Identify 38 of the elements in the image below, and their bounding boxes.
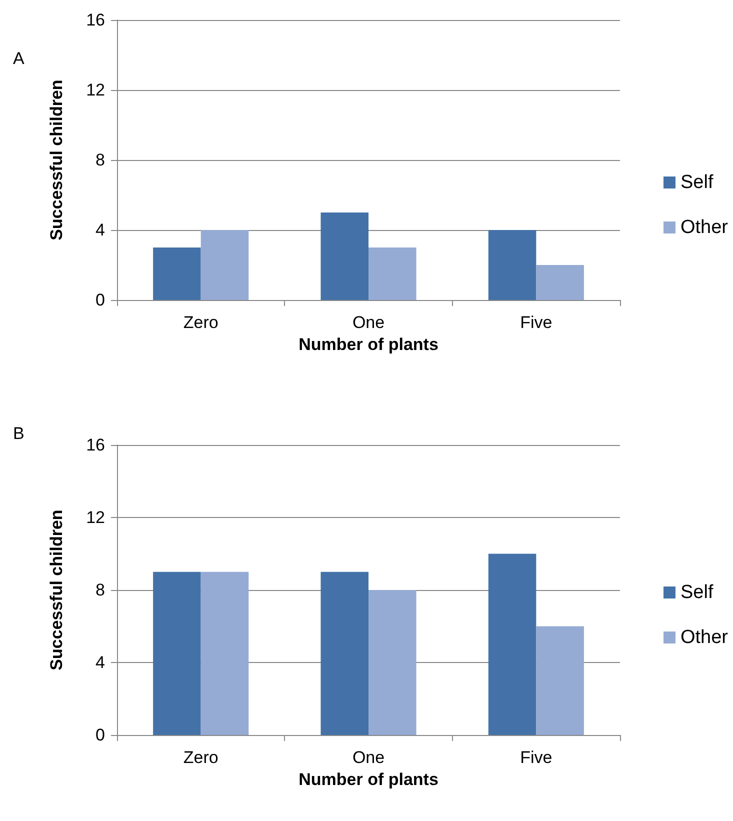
bar	[153, 572, 201, 735]
y-axis-title: Successful children	[47, 80, 66, 240]
bar	[200, 230, 249, 300]
y-tick-label: 4	[96, 220, 105, 240]
legend-label: Other	[680, 217, 729, 238]
bar	[320, 212, 368, 300]
y-tick-label: 0	[96, 726, 105, 744]
bar	[368, 590, 416, 735]
y-tick-label: 0	[96, 290, 105, 310]
y-tick-label: 16	[86, 436, 105, 454]
chart-title: B	[13, 424, 24, 443]
text: A	[13, 49, 25, 68]
legend-label: Self	[680, 172, 714, 193]
y-axis-title: Successful children	[47, 510, 66, 670]
y-tick-label: 12	[86, 80, 105, 100]
bar	[488, 230, 536, 300]
bar	[488, 554, 536, 735]
bar	[200, 572, 249, 735]
x-tick-label: Zero	[183, 748, 218, 767]
x-axis-title: Number of plants	[298, 770, 438, 789]
x-tick-label: One	[352, 313, 385, 332]
bar	[153, 248, 201, 300]
y-tick-label: 4	[96, 653, 105, 672]
legend-label: Other	[680, 627, 729, 648]
x-axis-title: Number of plants	[298, 335, 438, 354]
x-tick-label: Five	[520, 748, 552, 767]
legend-label: Self	[680, 582, 714, 603]
x-tick-label: Five	[520, 313, 552, 332]
x-tick-label: One	[352, 748, 385, 767]
bar	[536, 626, 584, 735]
bar	[368, 248, 416, 300]
bar	[320, 572, 368, 735]
y-tick-label: 8	[96, 150, 105, 170]
x-tick-label: Zero	[183, 313, 218, 332]
y-tick-label: 16	[86, 10, 105, 30]
y-tick-label: 12	[86, 508, 105, 527]
bar	[536, 265, 584, 300]
y-tick-label: 8	[96, 580, 105, 600]
